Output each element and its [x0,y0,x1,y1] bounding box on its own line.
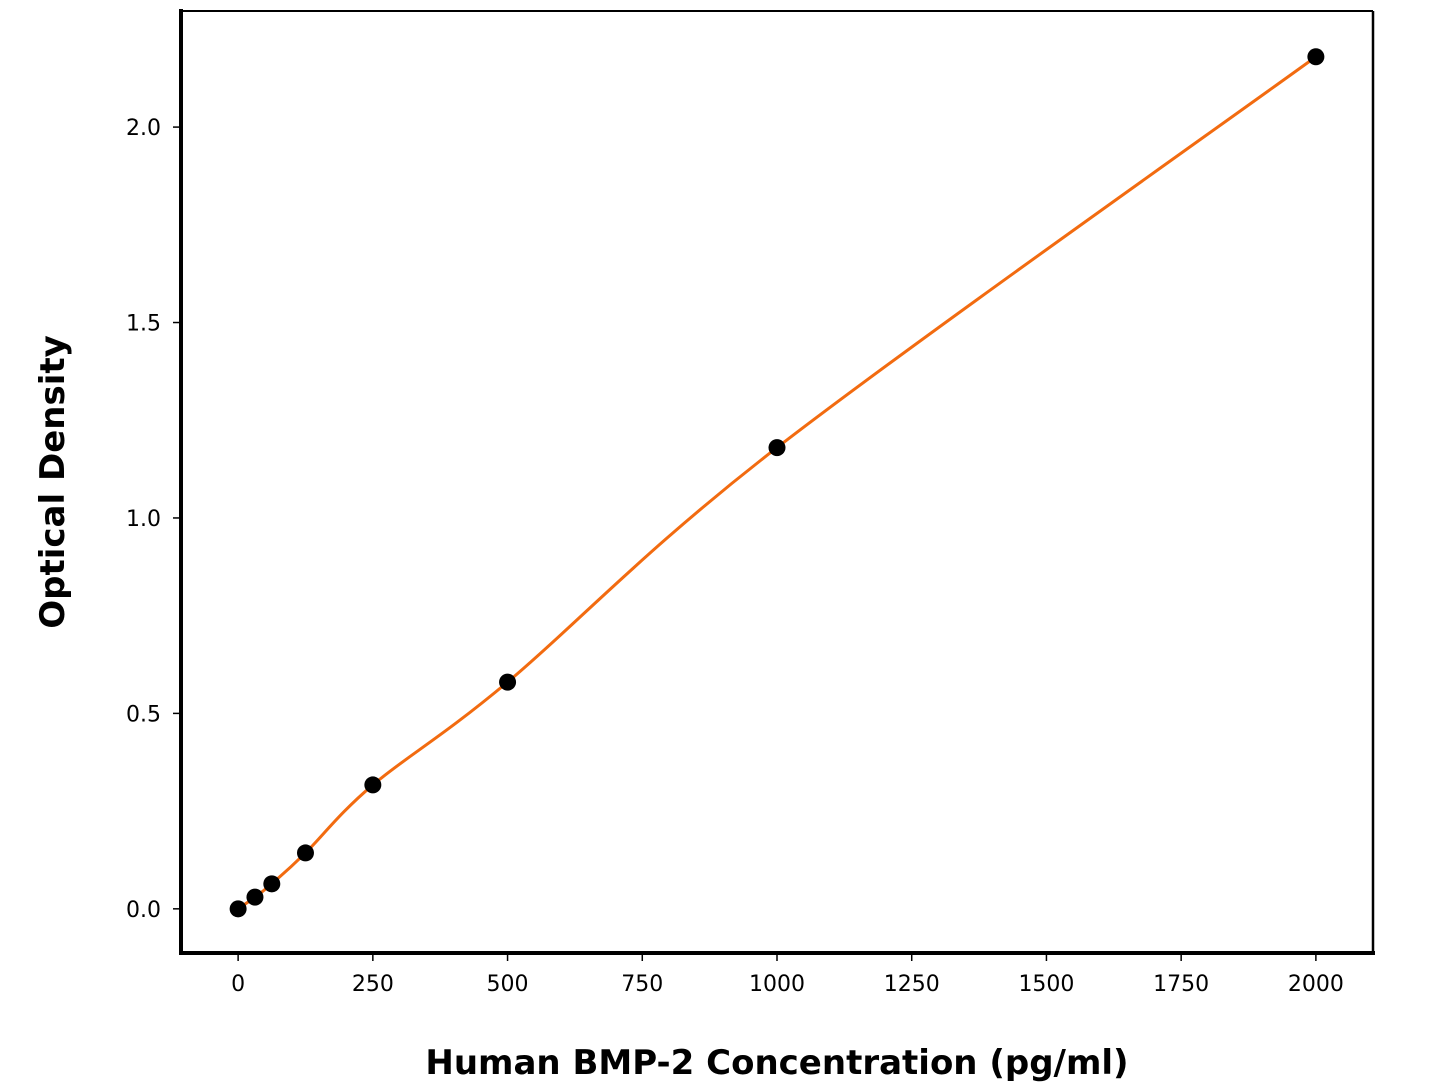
x-tick-label: 0 [231,972,245,997]
data-point [364,776,382,794]
y-tick-label: 1.0 [126,507,161,532]
x-tick-label: 1500 [1018,972,1074,997]
data-point [246,888,264,906]
y-tick-label: 0.0 [126,898,161,923]
data-point [1307,48,1325,66]
x-tick-label: 250 [352,972,394,997]
x-tick-label: 500 [487,972,529,997]
x-tick-label: 1000 [749,972,805,997]
data-point [229,900,247,918]
data-point [499,673,517,691]
x-tick-label: 2000 [1288,972,1344,997]
x-tick-label: 750 [621,972,663,997]
y-tick-label: 2.0 [126,116,161,141]
y-tick-label: 1.5 [126,312,161,337]
data-point [263,875,281,893]
fit-curve-line [237,55,1317,911]
x-axis-label: Human BMP-2 Concentration (pg/ml) [425,1043,1128,1083]
x-tick-label: 1750 [1153,972,1209,997]
data-point [768,439,786,457]
y-axis-label: Optical Density [33,335,73,629]
data-point [296,844,314,862]
y-tick-label: 0.5 [126,702,161,727]
x-tick-label: 1250 [884,972,940,997]
